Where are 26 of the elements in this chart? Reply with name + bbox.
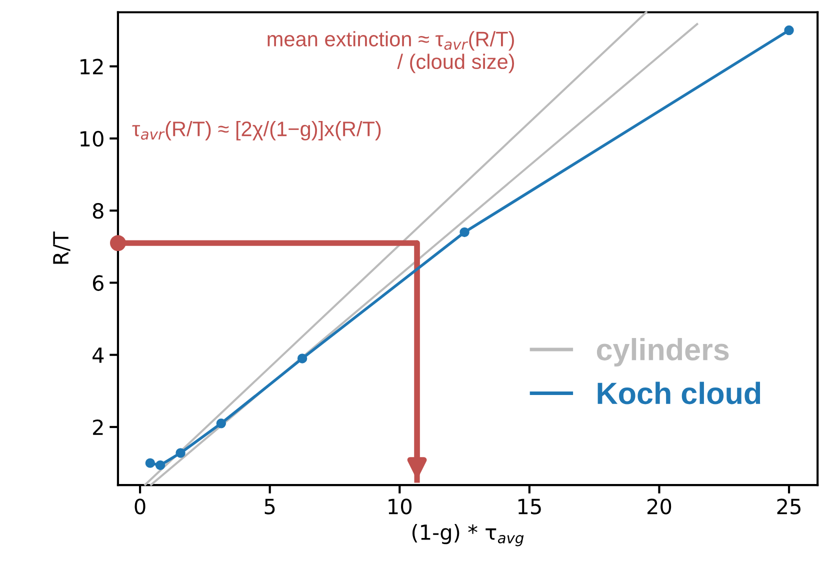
x-tick-label: 25 (777, 498, 800, 514)
x-tick-label: 10 (388, 498, 412, 514)
legend-label: Koch cloud (598, 382, 760, 404)
y-tick-label: 8 (92, 203, 104, 219)
point (110, 235, 126, 252)
y-axis-title: R/T (53, 231, 70, 264)
legend-label: cylinders (596, 338, 729, 367)
y-tick-label: 2 (93, 419, 103, 435)
point (784, 25, 794, 36)
y-tick-label: 4 (92, 348, 104, 363)
y-tick-label: 12 (80, 58, 103, 74)
annotation: τ$_{avr}$(R/T) ≈ [2χ/(1−g)]x(R/T) (132, 120, 381, 140)
x-axis-title: (1-g) * τ$_{avg}$ (412, 524, 524, 546)
x-tick-label: 0 (134, 498, 146, 514)
point (297, 354, 308, 364)
annotation: mean extinction ≈ τ$_{avr}$(R/T) / (cloud size) (268, 31, 514, 74)
x-tick-label: 20 (647, 498, 672, 514)
y-tick-label: 10 (80, 130, 104, 147)
point (176, 448, 186, 458)
point (155, 460, 166, 470)
y-tick-label: 6 (92, 275, 104, 291)
point (460, 227, 470, 238)
x-tick-label: 15 (518, 498, 541, 514)
point (216, 418, 226, 428)
point (145, 458, 156, 468)
x-tick-label: 5 (264, 498, 275, 514)
